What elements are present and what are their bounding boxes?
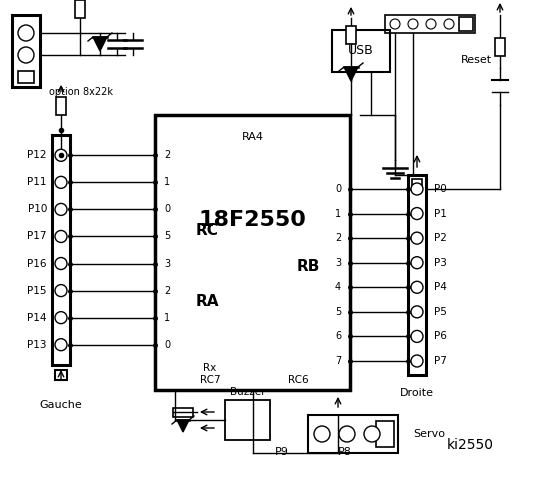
Circle shape <box>411 306 423 318</box>
Circle shape <box>411 330 423 342</box>
Bar <box>332 30 390 72</box>
Bar <box>55 370 67 380</box>
Polygon shape <box>344 67 358 81</box>
Circle shape <box>426 19 436 29</box>
Polygon shape <box>93 37 107 51</box>
Text: P16: P16 <box>28 259 47 268</box>
Circle shape <box>55 230 67 242</box>
Circle shape <box>390 19 400 29</box>
Bar <box>52 135 70 365</box>
Text: 3: 3 <box>164 259 170 268</box>
Bar <box>12 15 40 87</box>
Bar <box>308 415 398 453</box>
Bar <box>155 115 350 390</box>
Text: 6: 6 <box>335 331 341 341</box>
Text: P13: P13 <box>28 340 47 350</box>
Circle shape <box>55 339 67 351</box>
Text: RC: RC <box>196 223 218 238</box>
Text: P7: P7 <box>434 356 447 366</box>
Circle shape <box>444 19 454 29</box>
Text: Droite: Droite <box>400 388 434 398</box>
Text: P17: P17 <box>28 231 47 241</box>
Circle shape <box>339 426 355 442</box>
Circle shape <box>411 183 423 195</box>
Bar <box>495 38 505 56</box>
Text: P11: P11 <box>28 177 47 187</box>
Text: P4: P4 <box>434 282 447 292</box>
Bar <box>459 17 473 31</box>
Bar <box>412 179 422 189</box>
Circle shape <box>364 426 380 442</box>
Text: P10: P10 <box>28 204 47 215</box>
Text: Rx: Rx <box>204 363 217 373</box>
Text: 5: 5 <box>164 231 170 241</box>
Text: Servo: Servo <box>413 429 445 439</box>
Text: 1: 1 <box>164 312 170 323</box>
Text: 18F2550: 18F2550 <box>199 209 306 229</box>
Circle shape <box>55 149 67 161</box>
Bar <box>408 175 426 375</box>
Text: 0: 0 <box>164 204 170 215</box>
Text: P1: P1 <box>434 209 447 218</box>
Text: RA: RA <box>195 295 219 310</box>
Text: Gauche: Gauche <box>40 400 82 410</box>
Circle shape <box>411 207 423 219</box>
Text: P15: P15 <box>28 286 47 296</box>
Circle shape <box>411 232 423 244</box>
Circle shape <box>55 285 67 297</box>
Text: 2: 2 <box>335 233 341 243</box>
Text: P9: P9 <box>275 447 289 457</box>
Text: RC6: RC6 <box>288 375 309 385</box>
Bar <box>173 408 193 417</box>
Polygon shape <box>177 420 189 432</box>
Circle shape <box>408 19 418 29</box>
Bar <box>56 97 66 115</box>
Circle shape <box>55 312 67 324</box>
Text: P0: P0 <box>434 184 447 194</box>
Text: 1: 1 <box>164 177 170 187</box>
Circle shape <box>18 47 34 63</box>
Text: USB: USB <box>348 45 374 58</box>
Circle shape <box>411 281 423 293</box>
Bar <box>376 421 394 447</box>
Text: P5: P5 <box>434 307 447 317</box>
Text: 5: 5 <box>335 307 341 317</box>
Bar <box>75 0 85 18</box>
Text: Buzzer: Buzzer <box>229 387 265 397</box>
Text: P12: P12 <box>28 150 47 160</box>
Circle shape <box>55 176 67 188</box>
Text: 1: 1 <box>335 209 341 218</box>
Text: 2: 2 <box>164 286 170 296</box>
Text: P2: P2 <box>434 233 447 243</box>
Bar <box>225 400 270 440</box>
Text: ki2550: ki2550 <box>446 438 493 452</box>
Circle shape <box>411 257 423 269</box>
Text: RA4: RA4 <box>242 132 263 142</box>
Bar <box>346 26 356 44</box>
Circle shape <box>314 426 330 442</box>
Text: Reset: Reset <box>461 55 492 65</box>
Text: RC7: RC7 <box>200 375 220 385</box>
Text: P8: P8 <box>338 447 352 457</box>
Text: 2: 2 <box>164 150 170 160</box>
Circle shape <box>55 204 67 216</box>
Text: option 8x22k: option 8x22k <box>49 87 113 97</box>
Text: 7: 7 <box>335 356 341 366</box>
Text: 0: 0 <box>164 340 170 350</box>
Circle shape <box>411 355 423 367</box>
Text: P6: P6 <box>434 331 447 341</box>
Circle shape <box>55 258 67 270</box>
Text: 0: 0 <box>335 184 341 194</box>
Text: RB: RB <box>296 259 320 274</box>
Circle shape <box>18 25 34 41</box>
Text: P3: P3 <box>434 258 447 268</box>
Bar <box>18 71 34 83</box>
Text: 4: 4 <box>335 282 341 292</box>
Text: 3: 3 <box>335 258 341 268</box>
Bar <box>385 15 475 33</box>
Text: P14: P14 <box>28 312 47 323</box>
